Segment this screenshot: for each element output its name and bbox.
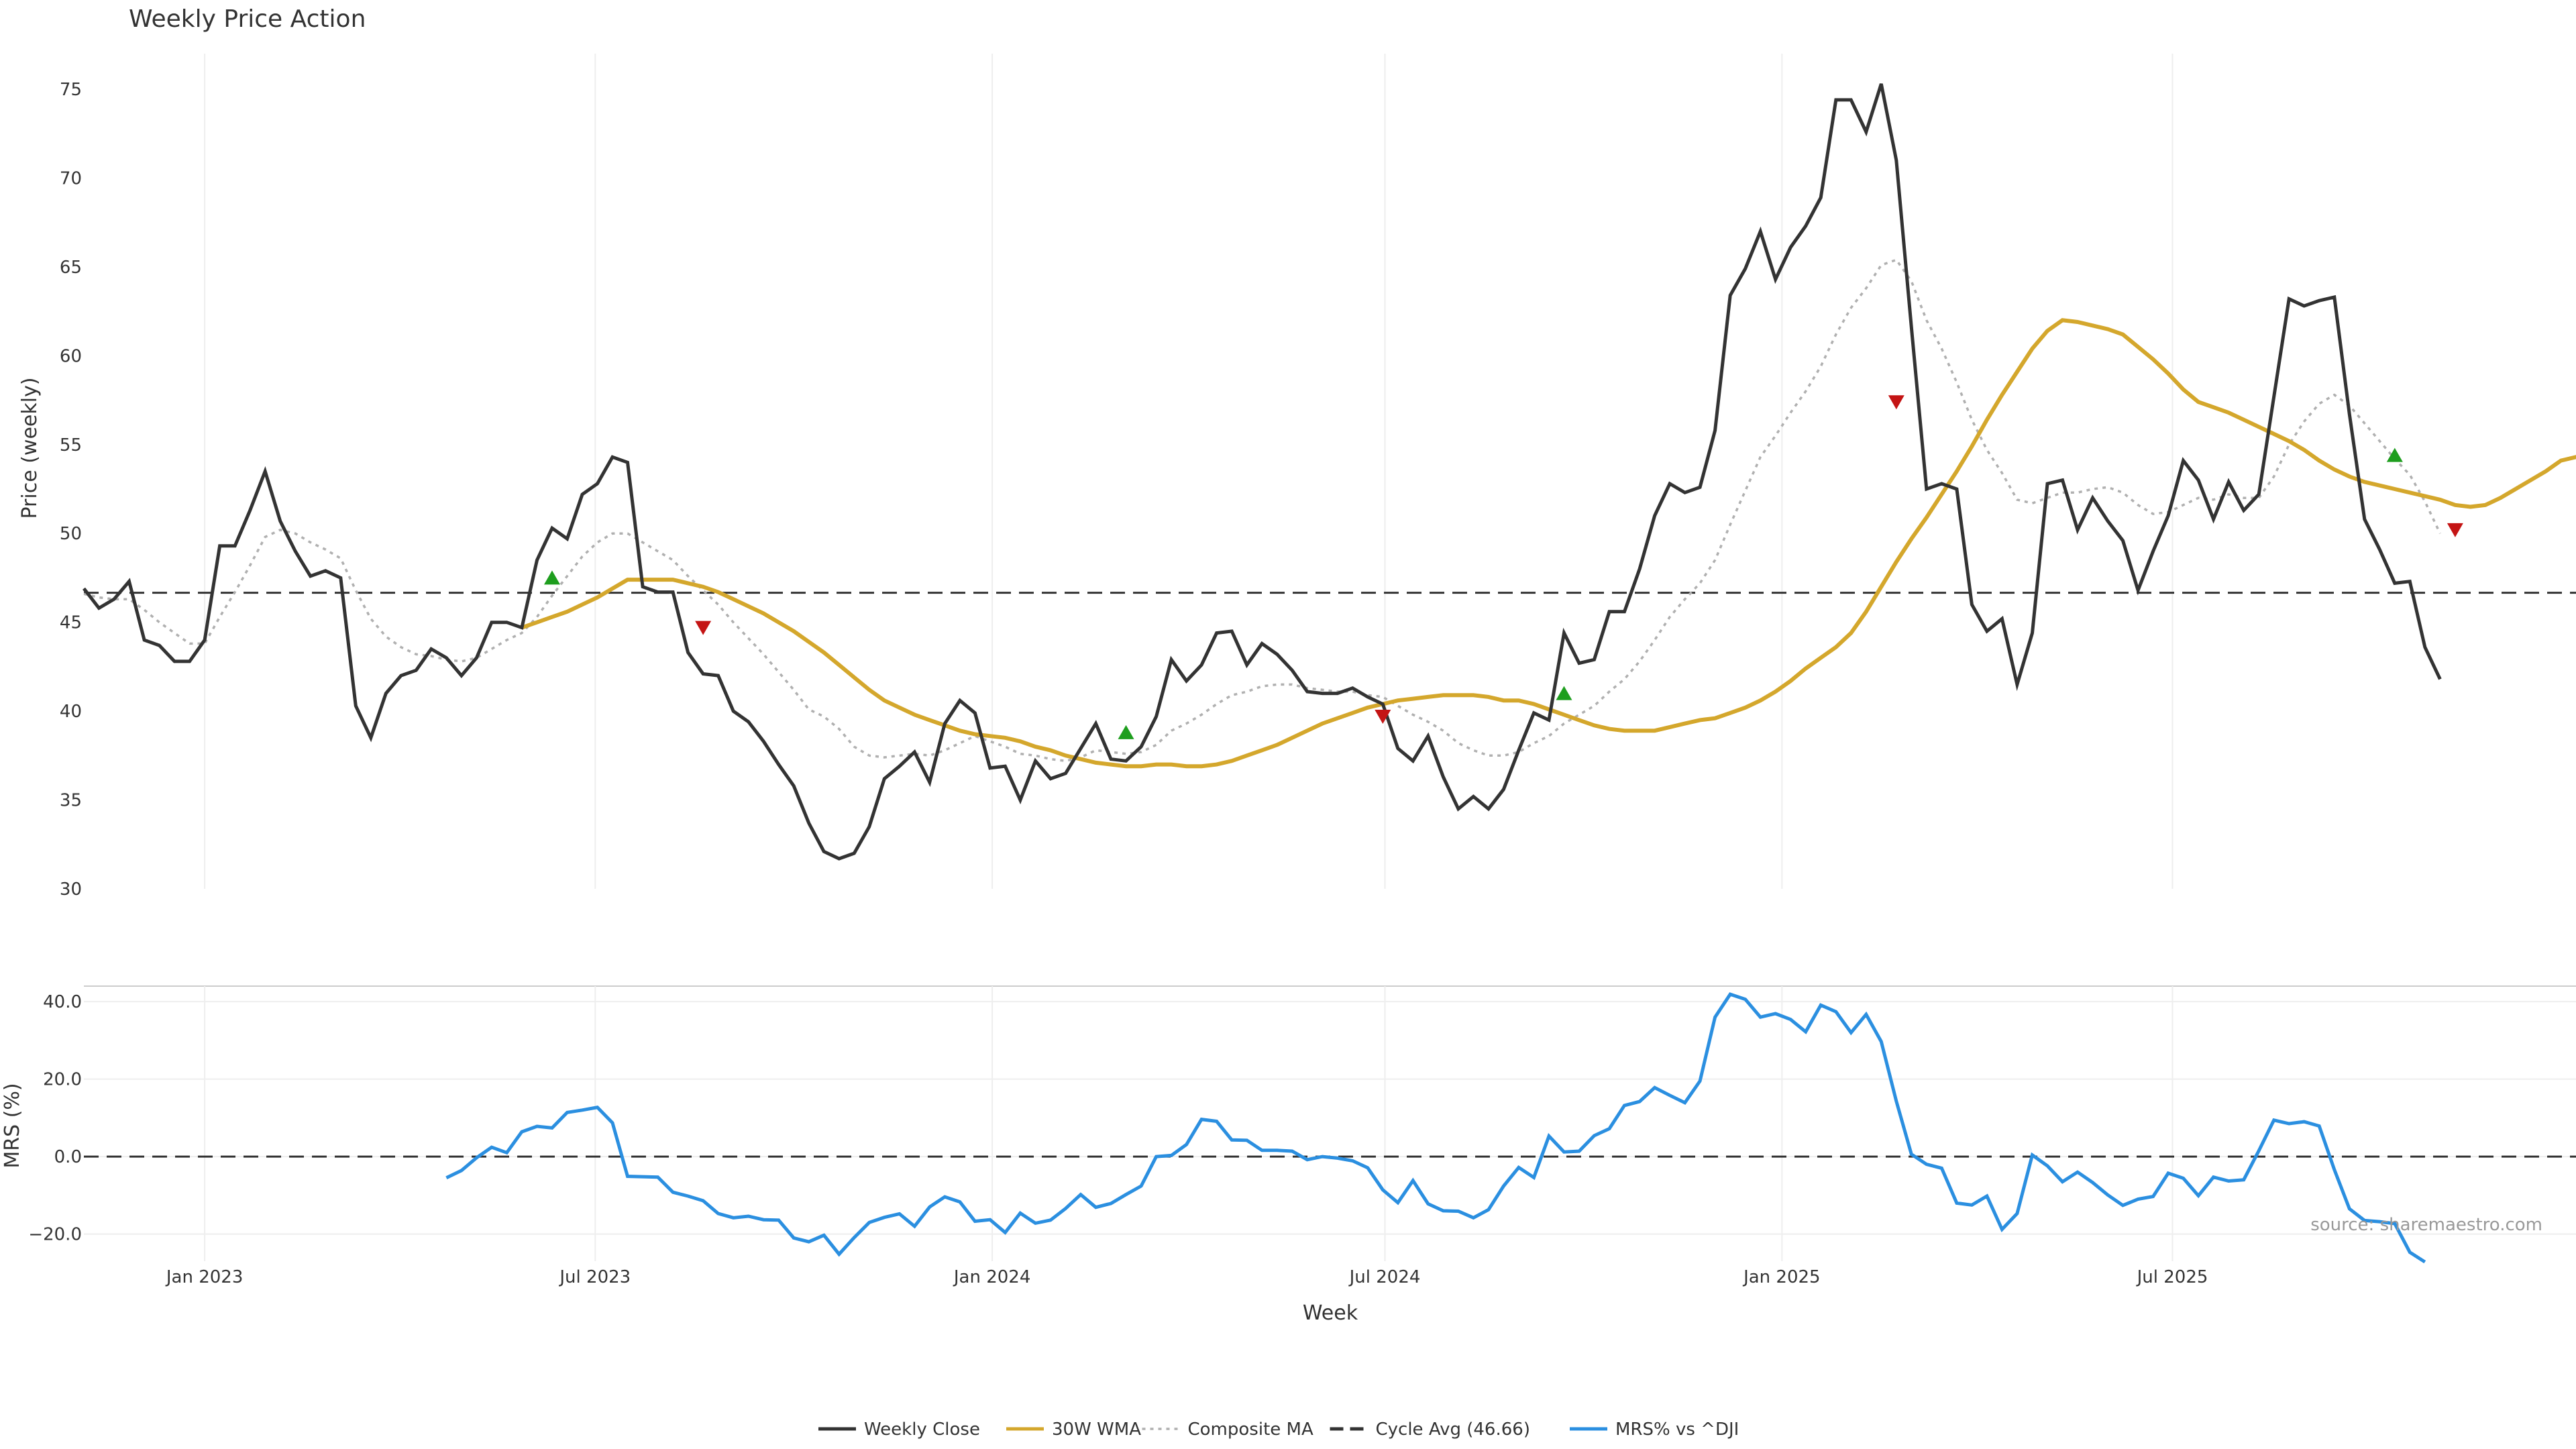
buy-signal-marker — [2386, 447, 2403, 462]
sell-signal-marker — [2447, 523, 2463, 537]
x-axis-ticks: Jan 2023 Jul 2023 Jan 2024 Jul 2024 Jan 2025… — [165, 1267, 2208, 1287]
price-y-tick-label: 60 — [60, 346, 82, 366]
legend-label: Cycle Avg (46.66) — [1376, 1419, 1530, 1440]
legend-item: Weekly Close — [818, 1419, 980, 1440]
x-tick-label: Jul 2025 — [2136, 1267, 2208, 1287]
legend-item: Cycle Avg (46.66) — [1330, 1419, 1530, 1440]
x-tick-label: Jan 2023 — [165, 1267, 244, 1287]
mrs-panel: −20.0 0.0 20.0 40.0 MRS (%) source: sharema… — [1, 985, 2576, 1264]
mrs-y-ticks: −20.0 0.0 20.0 40.0 — [28, 992, 82, 1244]
legend-label: MRS% vs ^DJI — [1615, 1419, 1739, 1440]
legend-label: Weekly Close — [864, 1419, 980, 1440]
price-y-tick-label: 70 — [60, 168, 82, 189]
x-tick-label: Jan 2025 — [1742, 1267, 1821, 1287]
price-panel: 30 35 40 45 50 55 60 65 70 75 Price (weekly) — [18, 54, 2576, 900]
price-y-tick-label: 65 — [60, 258, 82, 278]
legend-label: Composite MA — [1188, 1419, 1313, 1440]
x-tick-label: Jan 2024 — [953, 1267, 1031, 1287]
weekly-close-line — [83, 83, 2442, 861]
buy-signal-marker — [1118, 724, 1134, 739]
mrs-y-axis-label: MRS (%) — [1, 1083, 24, 1168]
price-y-tick-label: 35 — [60, 791, 82, 811]
price-y-tick-label: 45 — [60, 613, 82, 633]
legend-item: MRS% vs ^DJI — [1570, 1419, 1739, 1440]
legend-item: 30W WMA — [1006, 1419, 1141, 1440]
sell-signal-marker — [1888, 395, 1904, 410]
mrs-grid — [84, 986, 2576, 1261]
legend-item: Composite MA — [1142, 1419, 1313, 1440]
legend: Weekly Close 30W WMA Composite MA Cycle Avg… — [818, 1419, 1739, 1440]
price-y-ticks: 30 35 40 45 50 55 60 65 70 75 — [60, 80, 82, 900]
x-axis-label: Week — [1303, 1301, 1358, 1325]
mrs-line — [445, 992, 2426, 1264]
mrs-y-tick-label: 40.0 — [43, 992, 82, 1012]
price-y-tick-label: 55 — [60, 435, 82, 455]
mrs-y-tick-label: 20.0 — [43, 1070, 82, 1090]
buy-signal-marker — [543, 570, 560, 585]
x-tick-label: Jul 2024 — [1348, 1267, 1421, 1287]
price-y-tick-label: 30 — [60, 879, 82, 900]
legend-label: 30W WMA — [1052, 1419, 1141, 1440]
x-tick-label: Jul 2023 — [558, 1267, 631, 1287]
price-grid — [204, 54, 2174, 889]
price-y-tick-label: 50 — [60, 524, 82, 544]
chart-title: Weekly Price Action — [129, 5, 366, 33]
trade-signals — [543, 395, 2463, 739]
mrs-y-tick-label: 0.0 — [54, 1147, 82, 1167]
mrs-y-tick-label: −20.0 — [28, 1225, 82, 1245]
sell-signal-marker — [1375, 710, 1391, 724]
price-y-axis-label: Price (weekly) — [18, 377, 42, 519]
wma-30w-line — [521, 318, 2576, 769]
price-y-tick-label: 75 — [60, 80, 82, 100]
sell-signal-marker — [695, 621, 712, 635]
source-text: source: sharemaestro.com — [2310, 1215, 2542, 1235]
price-y-tick-label: 40 — [60, 702, 82, 722]
buy-signal-marker — [1556, 686, 1572, 700]
